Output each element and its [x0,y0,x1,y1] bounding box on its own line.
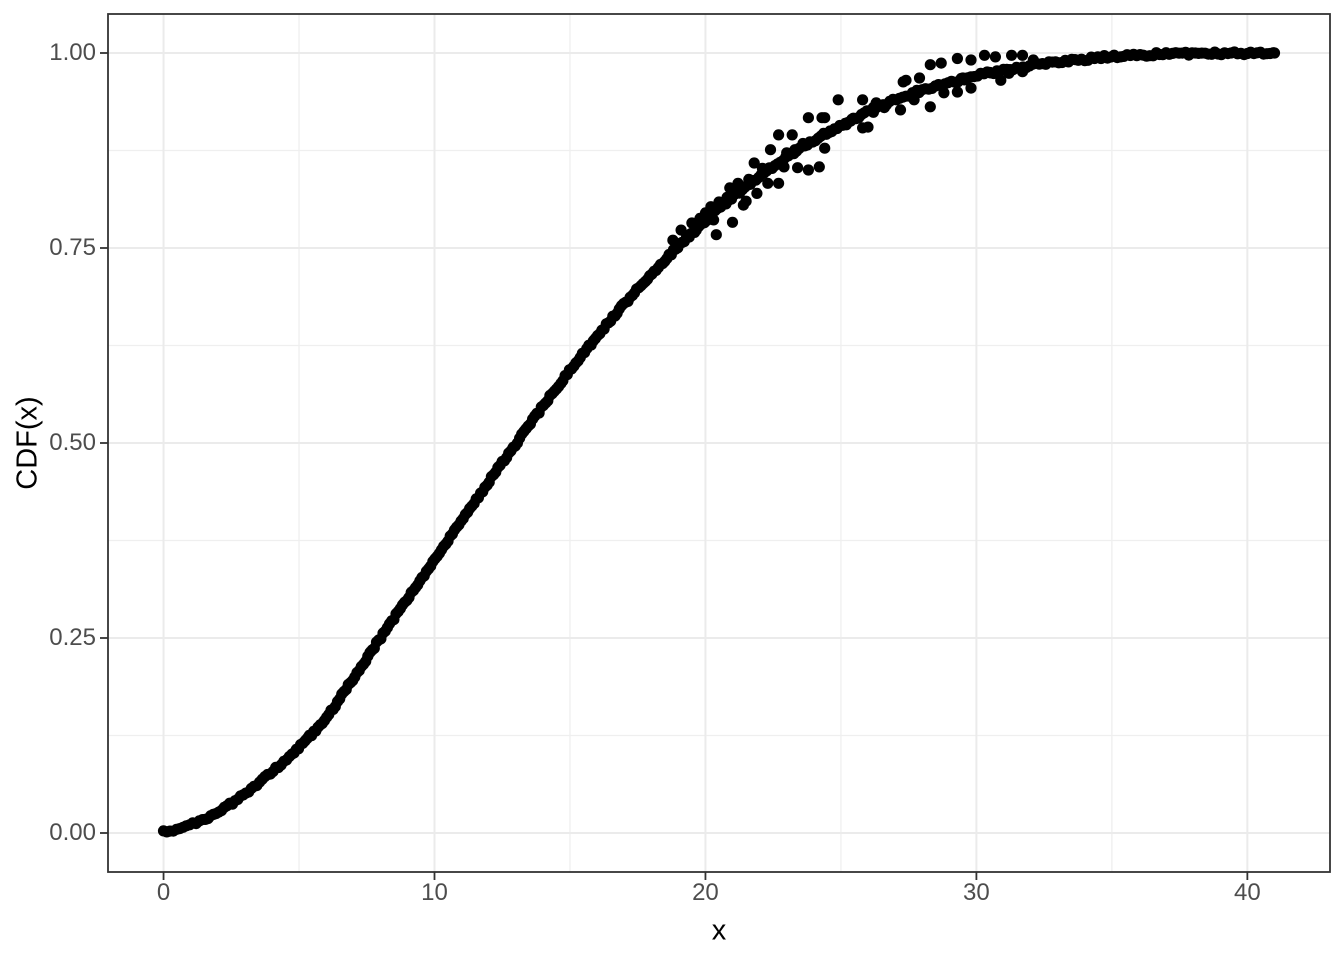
tick-marks [100,52,1249,880]
y-tick-label-0.50: 0.50 [49,429,96,456]
data-points-scatter [667,49,1039,246]
y-tick-label-0.00: 0.00 [49,819,96,846]
y-axis-title: CDF(x) [11,396,44,490]
x-tick-label-20: 20 [692,879,719,906]
x-tick-label-10: 10 [421,879,448,906]
x-tick-label-0: 0 [156,879,171,906]
y-tick-label-0.25: 0.25 [49,624,96,651]
x-axis-title: x [711,914,727,947]
y-tick-label-0.75: 0.75 [49,234,96,261]
x-tick-label-40: 40 [1233,879,1261,906]
grid-major-lines [108,14,1330,872]
x-tick-label-30: 30 [963,879,990,906]
y-tick-label-1.00: 1.00 [49,39,96,66]
